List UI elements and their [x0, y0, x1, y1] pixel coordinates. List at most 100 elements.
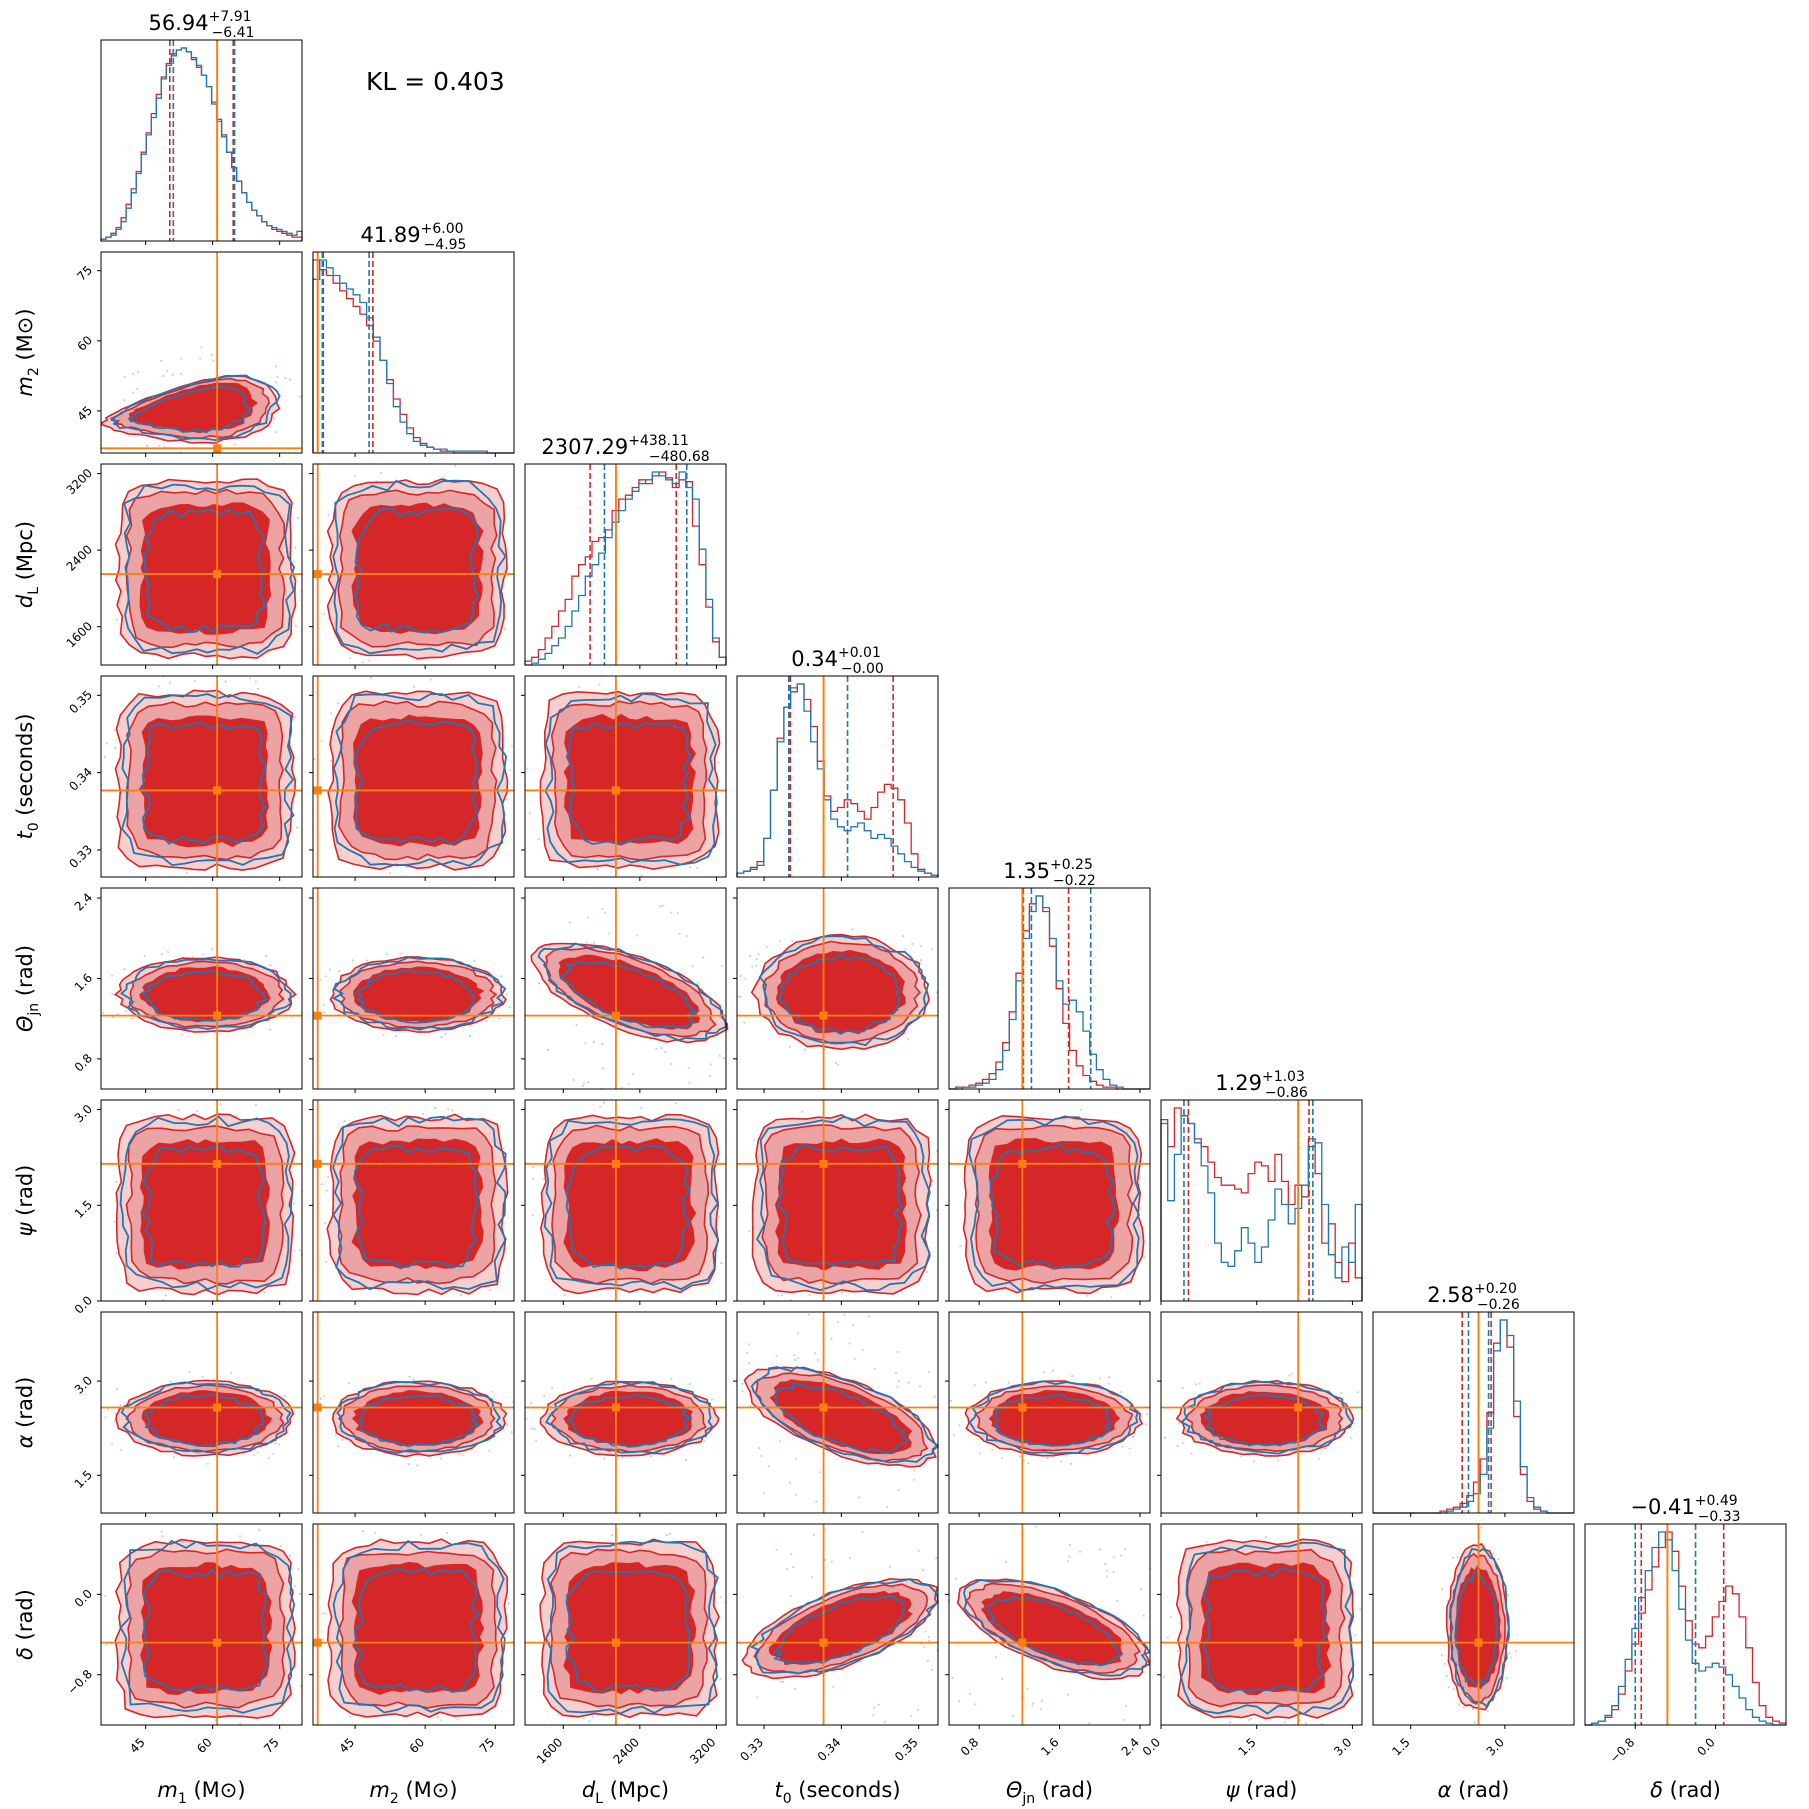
- contour-blue-inner: [1454, 1570, 1498, 1687]
- contour-blue-outer: [537, 942, 727, 1042]
- truth-marker: [611, 1403, 620, 1412]
- contour-blue-outer: [119, 1539, 296, 1714]
- sample-dot: [709, 1075, 712, 1078]
- panel-dL-marginal: 2307.29+438.11 −480.68: [524, 433, 727, 669]
- y-tick-label: 0.34: [66, 765, 95, 794]
- sample-dot: [254, 680, 257, 683]
- truth-marker: [1474, 1638, 1483, 1647]
- sample-dot: [500, 975, 503, 978]
- axes-frame: [312, 251, 515, 454]
- sample-dot: [925, 1271, 929, 1274]
- y-axis-label-delta: δ (rad): [13, 1589, 37, 1660]
- axes-frame: [736, 1523, 939, 1726]
- sample-dot: [164, 1294, 167, 1297]
- axes-frame: [100, 887, 303, 1090]
- sample-dot: [131, 1017, 134, 1020]
- sample-dot: [1447, 1686, 1450, 1689]
- sample-dot: [1031, 1704, 1034, 1707]
- sample-dot: [1506, 1677, 1509, 1680]
- contour-blue-outer: [749, 1578, 939, 1675]
- sample-dot: [288, 1554, 292, 1557]
- truth-marker: [819, 1159, 828, 1168]
- sample-dot: [146, 444, 149, 447]
- sample-dot: [1145, 1413, 1149, 1416]
- sample-dot: [922, 1569, 925, 1572]
- contour-red-inner: [351, 1138, 484, 1270]
- contour-blue-outer: [543, 1118, 720, 1291]
- contour-blue-outer: [544, 692, 718, 866]
- histogram-red: [100, 47, 303, 241]
- sample-dot: [116, 1013, 119, 1016]
- y-tick-label: 75: [74, 263, 95, 284]
- axes-frame: [100, 251, 303, 454]
- axes-frame: [524, 675, 727, 878]
- sample-dot: [235, 1114, 238, 1117]
- sample-dot: [538, 982, 541, 985]
- contour-red-inner: [128, 382, 258, 434]
- contour-blue-inner: [779, 952, 902, 1036]
- sample-dot: [1068, 1543, 1071, 1547]
- sample-dot: [172, 1456, 175, 1459]
- sample-dot: [1001, 1457, 1004, 1460]
- truth-marker: [213, 786, 222, 795]
- truth-marker: [213, 1011, 222, 1020]
- y-tick-label: 0.8: [72, 1051, 95, 1074]
- sample-dot: [507, 1602, 510, 1605]
- sample-dot: [131, 372, 135, 375]
- sample-dot: [792, 1566, 795, 1569]
- x-tick-label: 60: [407, 1735, 428, 1756]
- sample-dot: [1497, 1558, 1500, 1561]
- sample-dot: [848, 1342, 851, 1345]
- axes-frame: [1584, 1523, 1787, 1726]
- axes-frame: [948, 1523, 1151, 1726]
- sample-dot: [125, 1009, 128, 1013]
- sample-dot: [322, 1003, 325, 1006]
- sample-dot: [115, 1251, 118, 1255]
- sample-dot: [949, 1399, 953, 1402]
- sample-dot: [525, 1417, 528, 1420]
- sample-dot: [323, 612, 326, 616]
- sample-dot: [1176, 1650, 1179, 1653]
- contour-blue-inner: [141, 969, 268, 1022]
- sample-dot: [274, 1442, 277, 1445]
- sample-dot: [509, 769, 512, 772]
- sample-dot: [1440, 1654, 1444, 1657]
- axes-frame: [524, 1311, 727, 1514]
- sample-dot: [491, 1390, 494, 1393]
- sample-dot: [851, 1324, 855, 1327]
- sample-dot: [718, 1054, 721, 1057]
- sample-dot: [143, 955, 146, 958]
- sample-dot: [927, 1370, 931, 1373]
- sample-dot: [684, 1458, 688, 1461]
- panel-psi-vs-delta: 0.0 1.5 3.0: [1140, 1523, 1363, 1759]
- sample-dot: [485, 1020, 488, 1023]
- sample-dot: [1142, 1614, 1145, 1617]
- sample-dot: [935, 1557, 938, 1560]
- sample-dot: [1304, 1722, 1307, 1725]
- sample-dot: [505, 1160, 508, 1163]
- sample-dot: [498, 1017, 501, 1020]
- sample-dot: [741, 1382, 744, 1386]
- y-tick-label: 1.6: [72, 971, 95, 994]
- contour-red-inner: [351, 1389, 484, 1447]
- sample-dot: [1181, 1441, 1185, 1444]
- sample-dot: [111, 993, 114, 996]
- sample-dot: [132, 391, 135, 394]
- marginal-title: 1.29+1.03 −0.86: [1215, 1069, 1308, 1101]
- contour-red-inner: [775, 949, 906, 1035]
- y-tick-label: 1.5: [72, 1198, 95, 1221]
- sample-dot: [762, 1492, 766, 1495]
- sample-dot: [780, 1294, 784, 1297]
- contour-blue-inner: [354, 1144, 478, 1268]
- sample-dot: [283, 1395, 286, 1398]
- sample-dot: [796, 1332, 800, 1335]
- contour-blue-outer: [1180, 1380, 1354, 1455]
- sample-dot: [454, 464, 457, 467]
- y-tick-label: 0.33: [66, 842, 95, 871]
- sample-dot: [807, 1313, 810, 1316]
- sample-dot: [1032, 1702, 1035, 1705]
- sample-dot: [200, 346, 203, 349]
- sample-dot: [440, 1719, 443, 1722]
- sample-dot: [1106, 1575, 1109, 1578]
- sample-dot: [299, 1592, 302, 1595]
